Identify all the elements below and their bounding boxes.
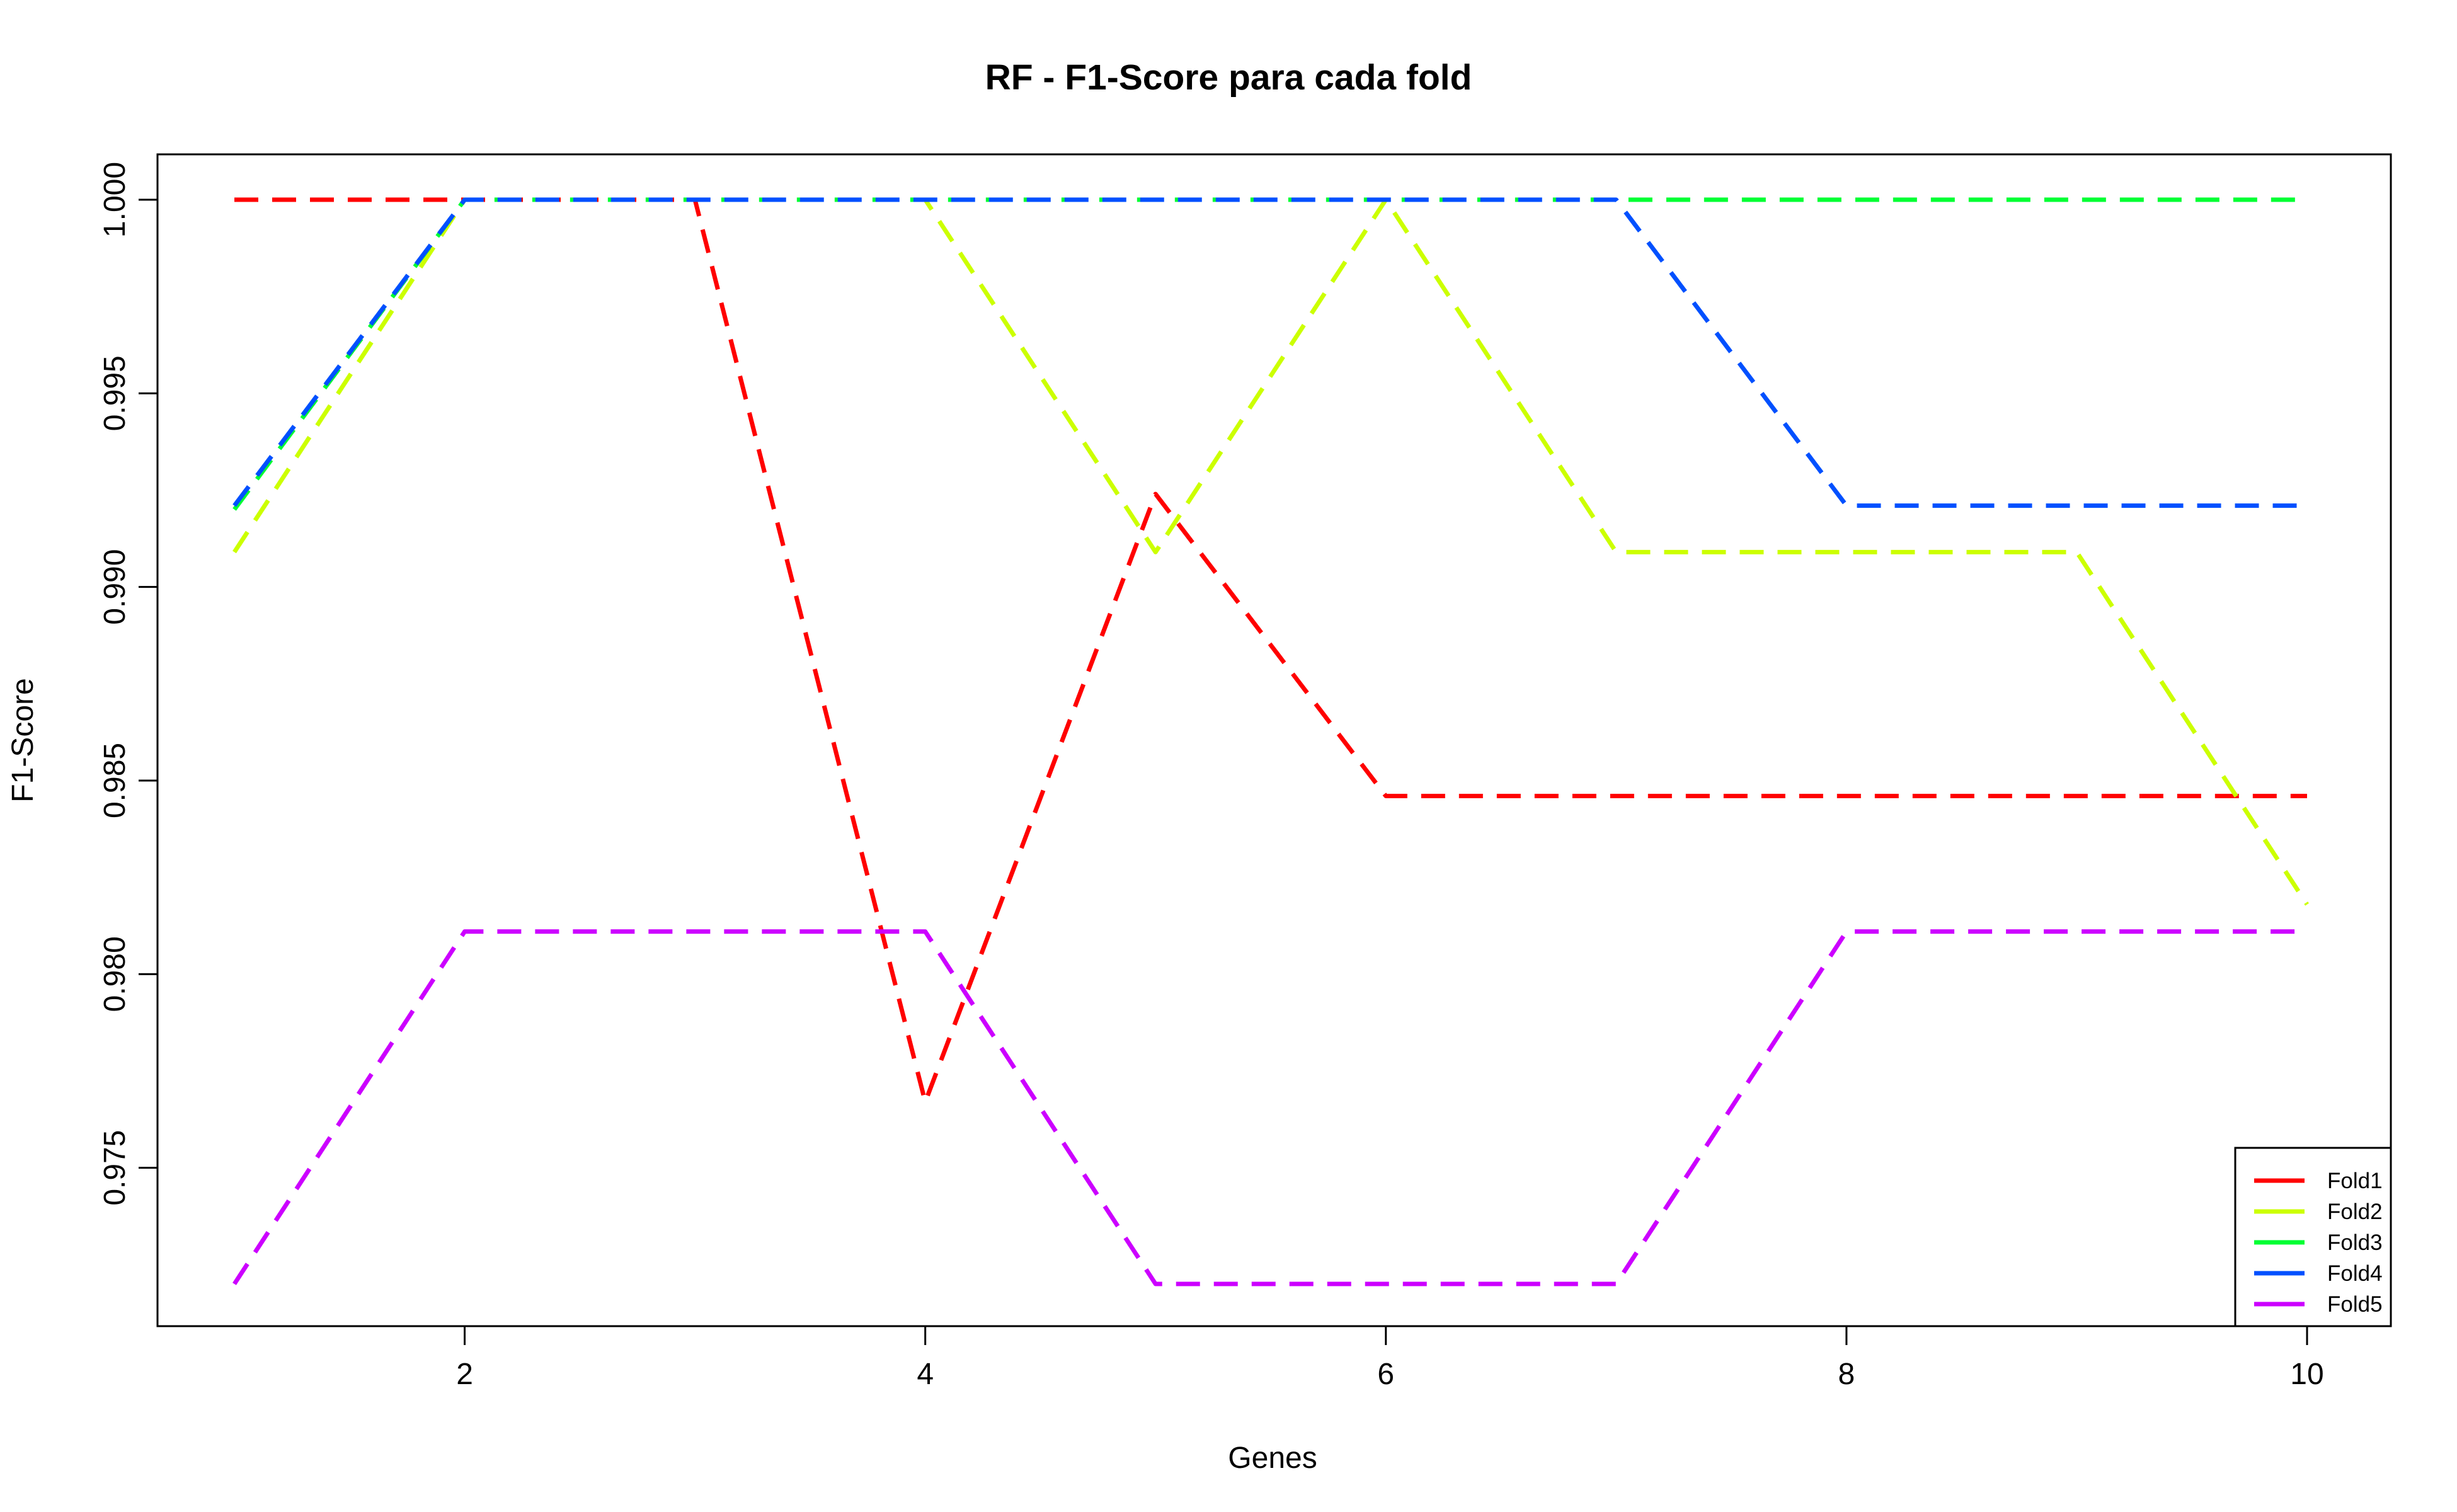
- legend-label-fold2: Fold2: [2327, 1200, 2383, 1224]
- x-tick-label: 10: [2290, 1358, 2323, 1391]
- x-tick-label: 2: [456, 1358, 473, 1391]
- x-axis-label: Genes: [1228, 1441, 1317, 1475]
- y-tick-label: 0.985: [98, 743, 132, 818]
- series-line-fold3: [232, 197, 2307, 511]
- series-layer: [232, 197, 2309, 1286]
- legend-label-fold5: Fold5: [2327, 1292, 2383, 1317]
- legend-label-fold3: Fold3: [2327, 1230, 2383, 1255]
- x-tick-label: 4: [917, 1358, 934, 1391]
- y-axis-label: F1-Score: [6, 678, 40, 802]
- x-tick-label: 6: [1377, 1358, 1394, 1391]
- series-line-fold2: [232, 197, 2309, 906]
- x-axis: 2 4 6 8 10: [456, 1326, 2324, 1391]
- legend-label-fold4: Fold4: [2327, 1261, 2383, 1286]
- y-tick-label: 1.000: [98, 162, 132, 238]
- y-tick-label: 0.990: [98, 549, 132, 625]
- legend-box: [2234, 1147, 2392, 1327]
- series-line-fold5: [232, 929, 2307, 1286]
- y-tick-label: 0.995: [98, 355, 132, 431]
- plot-frame: [156, 153, 2392, 1327]
- legend: Fold1 Fold2 Fold3 Fold4 Fold5: [2234, 1147, 2392, 1327]
- series-line-fold1: [234, 197, 2307, 1104]
- y-tick-label: 0.980: [98, 936, 132, 1012]
- legend-label-fold1: Fold1: [2327, 1169, 2383, 1193]
- y-tick-label: 0.975: [98, 1130, 132, 1206]
- x-tick-label: 8: [1838, 1358, 1855, 1391]
- y-axis: 0.975 0.980 0.985 0.990 0.995 1.000: [98, 162, 158, 1206]
- series-line-fold4: [232, 197, 2307, 508]
- chart-title: RF - F1-Score para cada fold: [985, 57, 1472, 98]
